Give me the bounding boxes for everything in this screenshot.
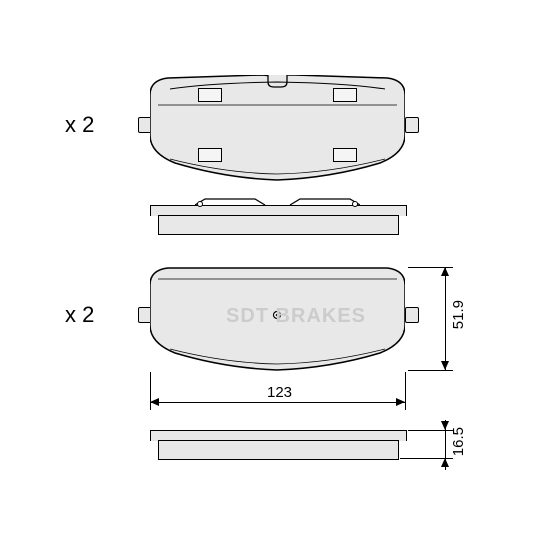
pad-bottom-side-friction	[158, 440, 399, 460]
dim-thick-value: 16.5	[450, 427, 467, 456]
pad-top-clip-3	[198, 148, 222, 162]
brand-watermark: SDT BRAKES	[226, 305, 366, 328]
dim-thick-arrow-top	[441, 421, 449, 430]
dim-width-arrow-right	[396, 398, 405, 406]
pad-top-side-spring	[195, 195, 360, 207]
pad-top-side-friction	[158, 215, 399, 235]
pad-top-ear-right	[405, 117, 419, 133]
dim-height-ext-bot	[408, 370, 453, 371]
pad-top-clip-1	[198, 88, 222, 102]
dim-width-line	[150, 402, 405, 403]
dim-thick-arrow-bot	[441, 458, 449, 467]
dim-width-value: 123	[264, 384, 295, 401]
dim-width-arrow-left	[150, 398, 159, 406]
dim-width-ext-right	[405, 372, 406, 410]
dim-height-value: 51.9	[450, 300, 467, 329]
dim-height-arrow-bot	[441, 361, 449, 370]
qty-label-top: x 2	[65, 112, 94, 138]
pad-top-clip-4	[333, 148, 357, 162]
pad-top-face	[150, 75, 405, 183]
pad-top-clip-2	[333, 88, 357, 102]
qty-label-bottom: x 2	[65, 302, 94, 328]
pad-bottom-ear-right	[405, 307, 419, 323]
dim-height-line	[445, 267, 446, 370]
technical-drawing: x 2 x 2 SDT BRAKES	[0, 0, 550, 550]
dim-thick-ext-top	[408, 430, 453, 431]
dim-height-arrow-top	[441, 267, 449, 276]
